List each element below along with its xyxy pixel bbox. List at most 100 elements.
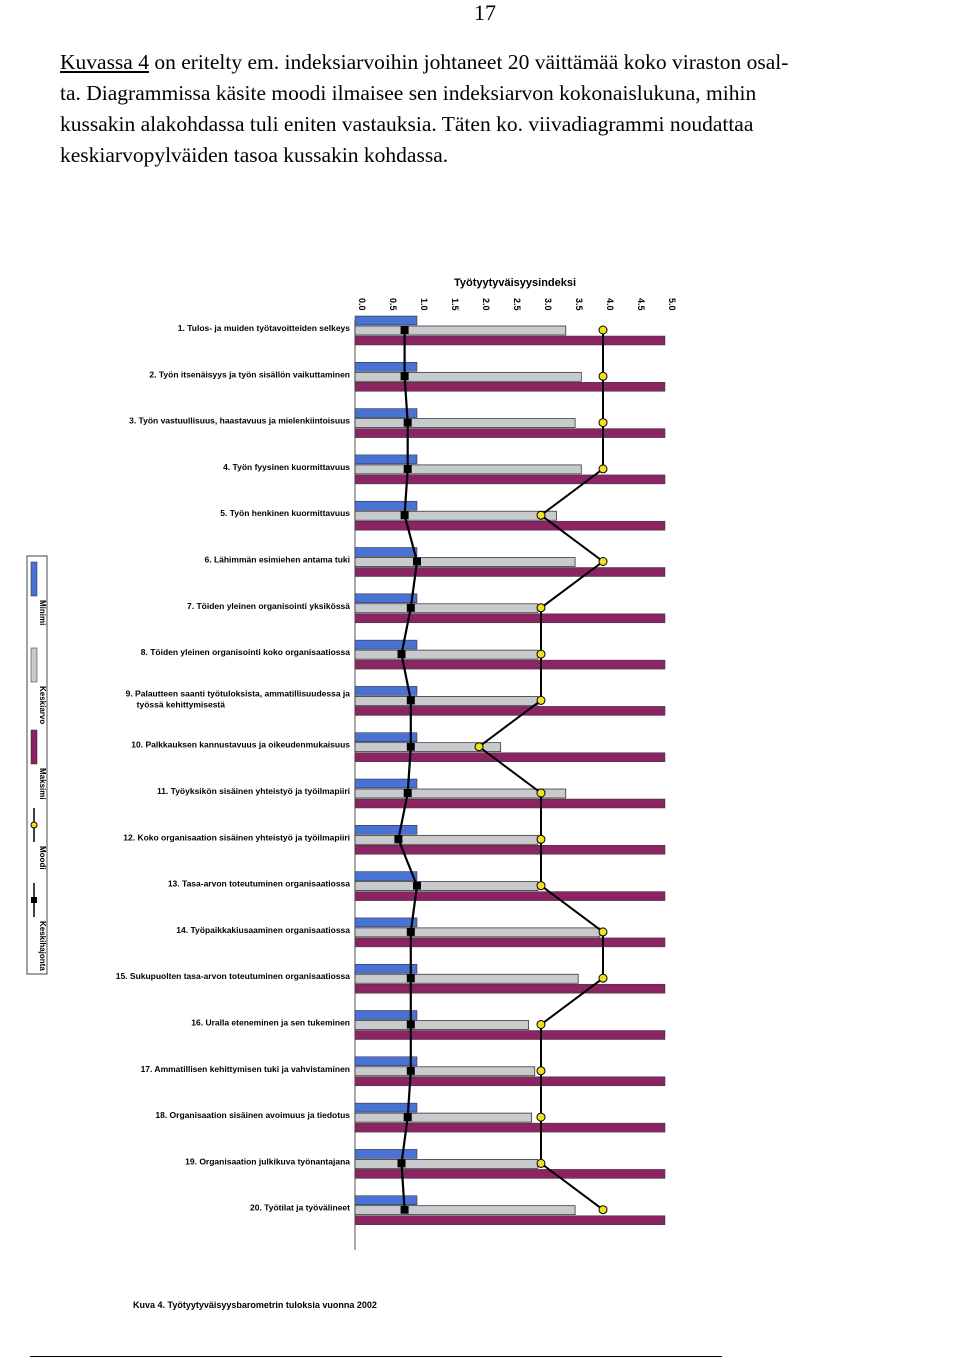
legend-swatch-marker: [31, 897, 37, 903]
bar-maksimi: [354, 1215, 666, 1225]
bar-maksimi: [354, 706, 666, 716]
bar-maksimi: [354, 520, 666, 531]
bar-keskiarvo: [354, 649, 539, 660]
bar-keskiarvo: [354, 1205, 576, 1216]
marker-moodi: [598, 557, 608, 566]
paragraph-line-2: ta. Diagrammissa käsite moodi ilmaisee s…: [60, 81, 757, 105]
marker-moodi: [598, 418, 608, 428]
bar-minimi: [354, 500, 418, 511]
x-tick-label: 3.0: [543, 298, 553, 311]
bar-minimi: [354, 1149, 418, 1159]
marker-moodi: [536, 1020, 546, 1029]
marker-keskihajonta: [403, 1113, 412, 1122]
bar-keskiarvo: [354, 742, 502, 753]
category-label: 3. Työn vastuullisuus, haastavuus ja mie…: [129, 416, 350, 426]
marker-keskihajonta: [406, 927, 415, 936]
category-label: 14. Työpaikkakiusaaminen organisaatiossa: [176, 925, 350, 935]
marker-moodi: [598, 371, 608, 381]
marker-keskihajonta: [406, 1020, 415, 1029]
category-label: 15. Sukupuolten tasa-arvon toteutuminen …: [116, 971, 351, 981]
bar-minimi: [354, 408, 418, 418]
footer-rule: [30, 1356, 722, 1357]
bar-maksimi: [354, 1076, 666, 1087]
body-paragraph: Kuvassa 4 on eritelty em. indeksiarvoihi…: [60, 47, 940, 171]
bar-minimi: [354, 732, 418, 742]
bar-keskiarvo: [354, 510, 557, 521]
category-label: 17. Ammatillisen kehittymisen tuki ja va…: [141, 1064, 350, 1074]
legend-label: Keskihajonta: [38, 921, 47, 971]
bar-maksimi: [354, 428, 666, 438]
marker-keskihajonta: [413, 881, 421, 890]
bar-minimi: [354, 639, 418, 650]
bar-minimi: [354, 871, 418, 881]
category-label: 13. Tasa-arvon toteutuminen organisaatio…: [168, 879, 350, 889]
marker-moodi: [536, 695, 546, 705]
bar-maksimi: [354, 983, 666, 994]
marker-keskihajonta: [406, 742, 415, 751]
marker-keskihajonta: [403, 789, 412, 797]
category-label: 20. Työtilat ja työvälineet: [250, 1203, 350, 1213]
bar-keskiarvo: [354, 371, 582, 382]
category-label: 16. Uralla eteneminen ja sen tukeminen: [191, 1018, 350, 1028]
paragraph-line-1-rest: on eritelty em. indeksiarvoihin johtanee…: [148, 50, 789, 74]
bar-maksimi: [354, 659, 666, 670]
category-label: 18. Organisaation sisäinen avoimuus ja t…: [155, 1110, 350, 1120]
marker-keskihajonta: [403, 464, 412, 473]
bar-keskiarvo: [354, 603, 539, 614]
marker-moodi: [536, 1112, 546, 1122]
line-moodi: [477, 330, 605, 1211]
bar-minimi: [354, 1056, 418, 1067]
marker-moodi: [474, 742, 484, 752]
x-tick-label: 3.5: [574, 298, 584, 311]
x-tick-label: 2.5: [512, 298, 522, 311]
category-label: 9. Palautteen saanti työtuloksista, amma…: [126, 688, 351, 709]
marker-keskihajonta: [400, 372, 409, 381]
bar-maksimi: [354, 1122, 666, 1133]
figure-reference-link[interactable]: Kuvassa 4: [60, 50, 149, 74]
bar-maksimi: [354, 752, 666, 762]
marker-moodi: [536, 881, 546, 891]
x-tick-label: 5.0: [667, 298, 677, 311]
bar-minimi: [354, 547, 418, 557]
marker-moodi: [536, 649, 546, 659]
legend-label: Maksimi: [38, 768, 47, 800]
x-tick-label: 1.0: [419, 298, 429, 311]
bar-maksimi: [354, 1030, 666, 1040]
marker-keskihajonta: [397, 650, 406, 659]
bar-minimi: [354, 686, 418, 696]
bar-minimi: [354, 917, 418, 928]
category-label: 5. Työn henkinen kuormittavuus: [220, 508, 350, 518]
bar-maksimi: [354, 613, 666, 624]
bar-keskiarvo: [354, 557, 576, 567]
legend-swatch: [30, 729, 38, 765]
x-tick-label: 2.0: [481, 298, 491, 311]
paragraph-line-3: kussakin alakohdassa tuli eniten vastauk…: [60, 112, 754, 136]
bar-minimi: [354, 593, 418, 604]
bar-keskiarvo: [354, 927, 601, 938]
marker-moodi: [598, 927, 608, 937]
bar-maksimi: [354, 474, 666, 485]
bar-keskiarvo: [354, 1020, 529, 1030]
legend-swatch: [30, 561, 38, 597]
bar-keskiarvo: [354, 788, 567, 799]
bar-keskiarvo: [354, 834, 539, 845]
bar-minimi: [354, 825, 418, 835]
marker-keskihajonta: [400, 326, 409, 334]
marker-keskihajonta: [397, 1159, 406, 1168]
bar-keskiarvo: [354, 418, 576, 428]
bar-keskiarvo: [354, 1066, 536, 1077]
bar-keskiarvo: [354, 1159, 539, 1169]
marker-moodi: [598, 1205, 608, 1215]
category-label: 4. Työn fyysinen kuormittavuus: [223, 462, 350, 472]
legend-swatch-marker: [30, 821, 38, 829]
marker-keskihajonta: [400, 1205, 409, 1214]
marker-moodi: [536, 603, 546, 613]
bar-minimi: [354, 1010, 418, 1020]
marker-moodi: [598, 973, 608, 983]
bar-minimi: [354, 1195, 418, 1205]
marker-keskihajonta: [413, 557, 421, 566]
bar-maksimi: [354, 567, 666, 577]
bar-keskiarvo: [354, 696, 539, 706]
x-tick-label: 4.0: [605, 298, 615, 311]
bar-minimi: [354, 963, 418, 974]
